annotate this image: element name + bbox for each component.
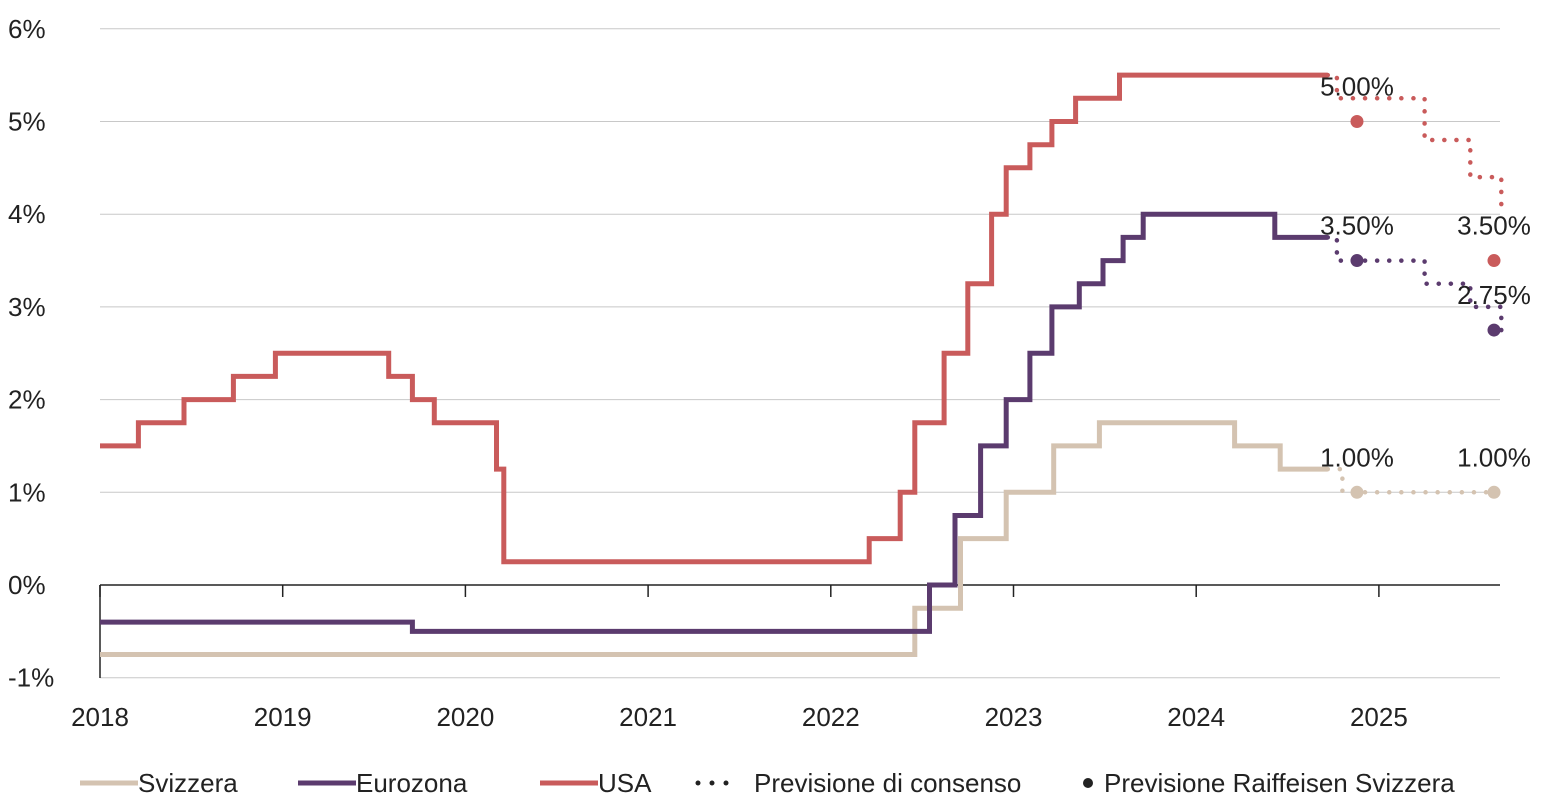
y-tick-label: 0% [8, 570, 46, 600]
annotation-layer: 5.00% 3.50% 1.00% 3.50% 2.75% 1.00% [1320, 72, 1531, 473]
raiffeisen-forecast-point-eurozona [1487, 323, 1501, 337]
value-annotation: 1.00% [1320, 442, 1394, 472]
series-layer [100, 72, 1328, 657]
raiffeisen-forecast-point-usa [1350, 115, 1364, 128]
legend-label: Svizzera [138, 768, 238, 798]
forecast-layer [1325, 72, 1504, 499]
x-tick-label: 2022 [802, 702, 860, 732]
series-line-eurozona [100, 211, 1328, 634]
legend-dots-swatch [709, 780, 715, 786]
x-tick-label: 2019 [254, 702, 312, 732]
x-tick-label: 2023 [985, 702, 1043, 732]
raiffeisen-forecast-point-usa [1487, 254, 1501, 268]
raiffeisen-forecast-point-svizzera [1487, 485, 1501, 499]
legend-dots-swatch [723, 780, 729, 786]
raiffeisen-forecast-point-eurozona [1350, 254, 1364, 268]
legend-dots-swatch [695, 780, 701, 786]
value-annotation: 5.00% [1320, 72, 1394, 102]
y-tick-label: 2% [8, 385, 46, 415]
value-annotation: 3.50% [1320, 211, 1394, 241]
raiffeisen-forecast-point-svizzera [1350, 485, 1364, 499]
legend-label: USA [598, 768, 652, 798]
series-line-usa [100, 72, 1328, 565]
x-tick-label: 2018 [71, 702, 129, 732]
legend-label: Eurozona [356, 768, 468, 798]
value-annotation: 3.50% [1457, 211, 1531, 241]
x-tick-label: 2021 [619, 702, 677, 732]
value-annotation: 2.75% [1457, 280, 1531, 310]
x-tick-label: 2020 [436, 702, 494, 732]
y-tick-label: 3% [8, 292, 46, 322]
grid-layer [100, 28, 1500, 679]
legend-label: Previsione di consenso [754, 768, 1021, 798]
y-tick-label: -1% [8, 663, 54, 693]
series-line-svizzera [100, 420, 1328, 657]
y-tick-label: 4% [8, 199, 46, 229]
y-tick-label: 6% [8, 14, 46, 44]
legend: Svizzera Eurozona USA Previsione di consens… [80, 768, 1455, 798]
value-annotation: 1.00% [1457, 442, 1531, 472]
axis-layer: -1% 0% 1% 2% 3% 4% 5% 6% 2018 2019 2020 2021 2022 202… [8, 14, 1500, 732]
consensus-forecast-eurozona [1325, 235, 1504, 333]
consensus-forecast-svizzera [1325, 466, 1504, 495]
x-tick-label: 2024 [1167, 702, 1225, 732]
legend-marker-swatch [1083, 778, 1093, 788]
y-tick-label: 5% [8, 107, 46, 137]
legend-label: Previsione Raiffeisen Svizzera [1104, 768, 1455, 798]
y-tick-label: 1% [8, 477, 46, 507]
x-tick-label: 2025 [1350, 702, 1408, 732]
